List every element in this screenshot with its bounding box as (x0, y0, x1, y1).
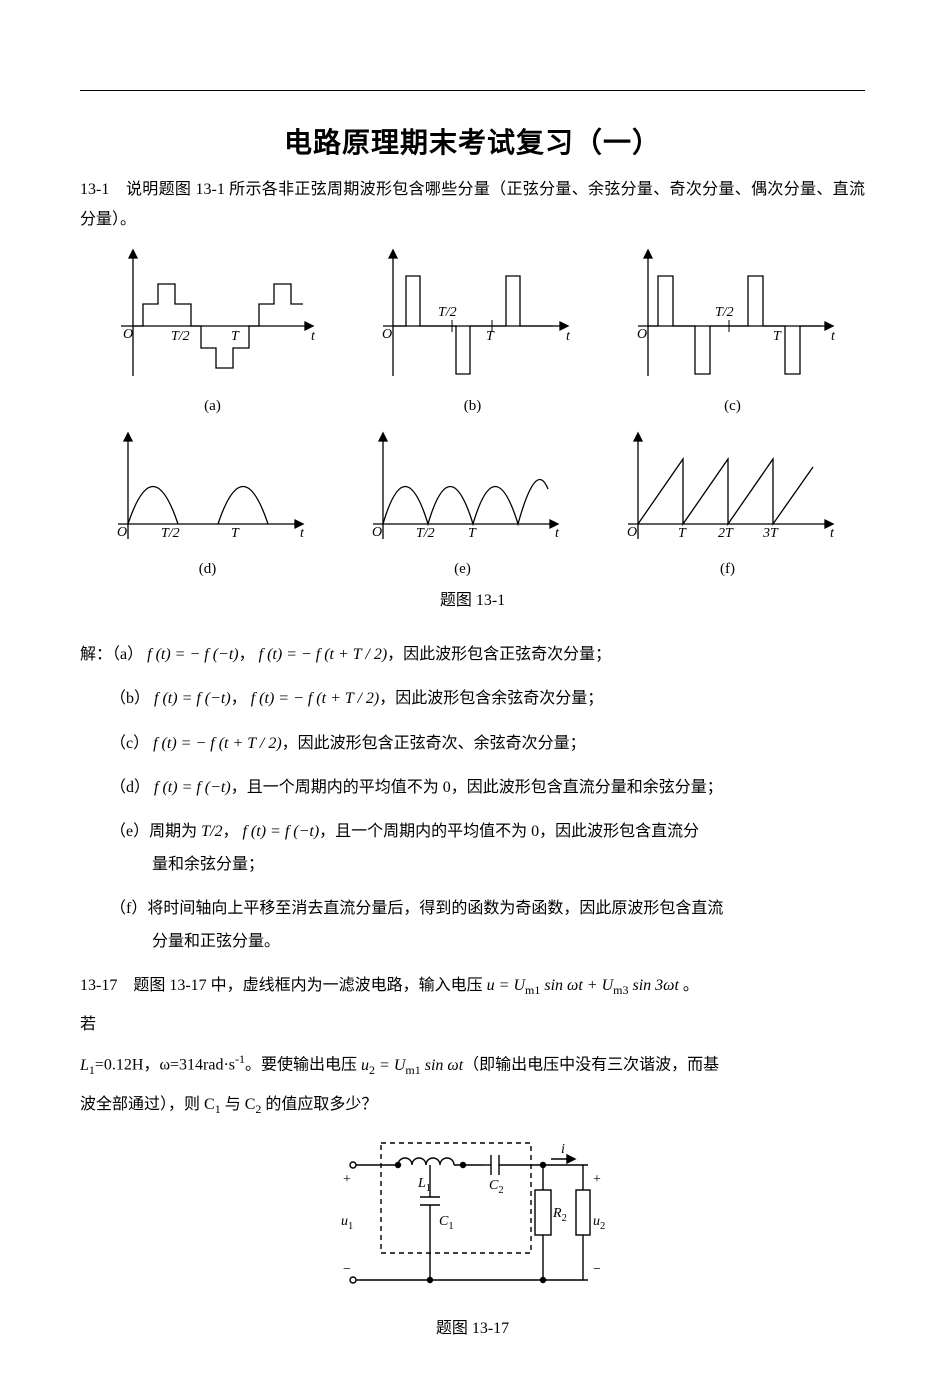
sol-lead: 解： (80, 646, 112, 663)
sol-c: （c） f (t) = − f (t + T / 2)，因此波形包含正弦奇次、余… (80, 729, 865, 759)
sol-b-math2: f (t) = − f (t + T / 2) (251, 690, 380, 707)
q2-lead: 13-17 题图 13-17 中，虚线框内为一滤波电路，输入电压 (80, 977, 487, 994)
plus-u1: + (343, 1172, 351, 1187)
fig-d: O T/2 T t (103, 429, 313, 549)
t-axis-label: t (311, 329, 316, 344)
sep: ， (239, 646, 255, 663)
l1-label: L1 (417, 1176, 431, 1194)
thalf-label: T/2 (161, 526, 180, 541)
u2-label: u2 (593, 1214, 605, 1232)
t-period-label: T (773, 329, 782, 344)
t-period-label: T (231, 526, 240, 541)
sol-d-math: f (t) = f (−t) (154, 779, 231, 796)
origin-label: O (372, 525, 382, 540)
page-title: 电路原理期末考试复习（一） (80, 121, 865, 161)
sol-d-post: ，且一个周期内的平均值不为 0，因此波形包含直流分量和余弦分量； (231, 779, 723, 796)
t2-label: 2T (718, 526, 734, 541)
sol-f-line2: 分量和正弦分量。 (80, 927, 865, 957)
sol-c-post: ，因此波形包含正弦奇次、余弦奇次分量； (282, 735, 586, 752)
u1-label: u1 (341, 1214, 353, 1232)
sol-d-pre: （d） (110, 779, 150, 796)
sol-a-math2: f (t) = − f (t + T / 2) (259, 646, 388, 663)
sol-e-thalf: T/2 (201, 823, 222, 840)
t-period-label: T (678, 526, 687, 541)
sol-d: （d） f (t) = f (−t)，且一个周期内的平均值不为 0，因此波形包含… (80, 773, 865, 803)
sol-a-pre: （a） (112, 646, 143, 663)
solution-block: 解：（a） f (t) = − f (−t)， f (t) = − f (t +… (80, 640, 865, 957)
t-period-label: T (486, 329, 495, 344)
q2-post: 。 (679, 977, 699, 994)
t3-label: 3T (762, 526, 779, 541)
circuit-figure: L1 C1 C2 R2 u1 u2 i + − + − (80, 1135, 865, 1310)
figure-row-2: O T/2 T t O T/2 T t (80, 429, 865, 549)
thalf-label: T/2 (171, 329, 190, 344)
origin-label: O (117, 525, 127, 540)
q2-u: u = Um1 sin ωt + Um3 sin 3ωt (487, 977, 679, 994)
sep: ， (231, 690, 247, 707)
sol-a-math1: f (t) = − f (−t) (147, 646, 238, 663)
q2-line2: 若 (80, 1010, 865, 1040)
sol-a: 解：（a） f (t) = − f (−t)， f (t) = − f (t +… (80, 640, 865, 670)
q2-line1: 13-17 题图 13-17 中，虚线框内为一滤波电路，输入电压 u = Um1… (80, 971, 865, 1002)
t-axis-label: t (830, 526, 835, 541)
fig-c: O T/2 T t (623, 246, 843, 386)
figure-row-2-labels: (d) (e) (f) (80, 559, 865, 582)
top-rule (80, 90, 865, 91)
t-period-label: T (231, 329, 240, 344)
t-period-label: T (468, 526, 477, 541)
t-axis-label: t (831, 329, 836, 344)
sol-b: （b） f (t) = f (−t)， f (t) = − f (t + T /… (80, 684, 865, 714)
i-label: i (561, 1142, 565, 1157)
t-axis-label: t (300, 526, 305, 541)
origin-label: O (627, 525, 637, 540)
fig-f-label: (f) (613, 561, 843, 578)
fig-f: O T 2T 3T t (613, 429, 843, 549)
thalf-label: T/2 (416, 526, 435, 541)
minus-u1: − (343, 1262, 351, 1277)
sol-c-pre: （c） (110, 735, 149, 752)
c1-label: C1 (439, 1214, 454, 1232)
fig-c-label: (c) (623, 398, 843, 415)
figure-row-1: O T/2 T t O T/2 T t (80, 246, 865, 386)
minus-u2: − (593, 1262, 601, 1277)
sol-b-math1: f (t) = f (−t) (154, 690, 231, 707)
fig-b-label: (b) (368, 398, 578, 415)
sol-e-mid: ， (222, 823, 238, 840)
fig1-title: 题图 13-1 (80, 586, 865, 610)
fig-e: O T/2 T t (358, 429, 568, 549)
plus-u2: + (593, 1172, 601, 1187)
figure-row-1-labels: (a) (b) (c) (80, 396, 865, 419)
sol-c-math: f (t) = − f (t + T / 2) (153, 735, 282, 752)
fig-a-label: (a) (103, 398, 323, 415)
sol-f-line1: （f）将时间轴向上平移至消去直流分量后，得到的函数为奇函数，因此原波形包含直流 (80, 894, 865, 924)
thalf-label: T/2 (438, 305, 457, 320)
fig-d-label: (d) (103, 561, 313, 578)
q1-text: 13-1 说明题图 13-1 所示各非正弦周期波形包含哪些分量（正弦分量、余弦分… (80, 175, 865, 236)
sol-b-pre: （b） (110, 690, 150, 707)
fig2-title: 题图 13-17 (80, 1314, 865, 1338)
q2-line4: 波全部通过），则 C1 与 C2 的值应取多少？ (80, 1090, 865, 1121)
q2-line3: L1=0.12H，ω=314rad·s-1。要使输出电压 u2 = Um1 si… (80, 1048, 865, 1081)
sol-e-line2: 量和余弦分量； (80, 850, 865, 880)
thalf-label: T/2 (715, 305, 734, 320)
origin-label: O (382, 327, 392, 342)
r2-label: R2 (552, 1206, 567, 1224)
fig-a: O T/2 T t (103, 246, 323, 386)
sol-a-post: ，因此波形包含正弦奇次分量； (387, 646, 611, 663)
c2-label: C2 (489, 1178, 504, 1196)
fig-e-label: (e) (358, 561, 568, 578)
origin-label: O (123, 327, 133, 342)
t-axis-label: t (555, 526, 560, 541)
origin-label: O (637, 327, 647, 342)
sol-b-post: ，因此波形包含余弦奇次分量； (379, 690, 603, 707)
sol-e-math: f (t) = f (−t) (242, 823, 319, 840)
sol-e-post1: ，且一个周期内的平均值不为 0，因此波形包含直流分 (319, 823, 699, 840)
sol-e-pre: （e）周期为 (110, 823, 201, 840)
t-axis-label: t (566, 329, 571, 344)
sol-e-line1: （e）周期为 T/2， f (t) = f (−t)，且一个周期内的平均值不为 … (80, 817, 865, 847)
fig-b: O T/2 T t (368, 246, 578, 386)
